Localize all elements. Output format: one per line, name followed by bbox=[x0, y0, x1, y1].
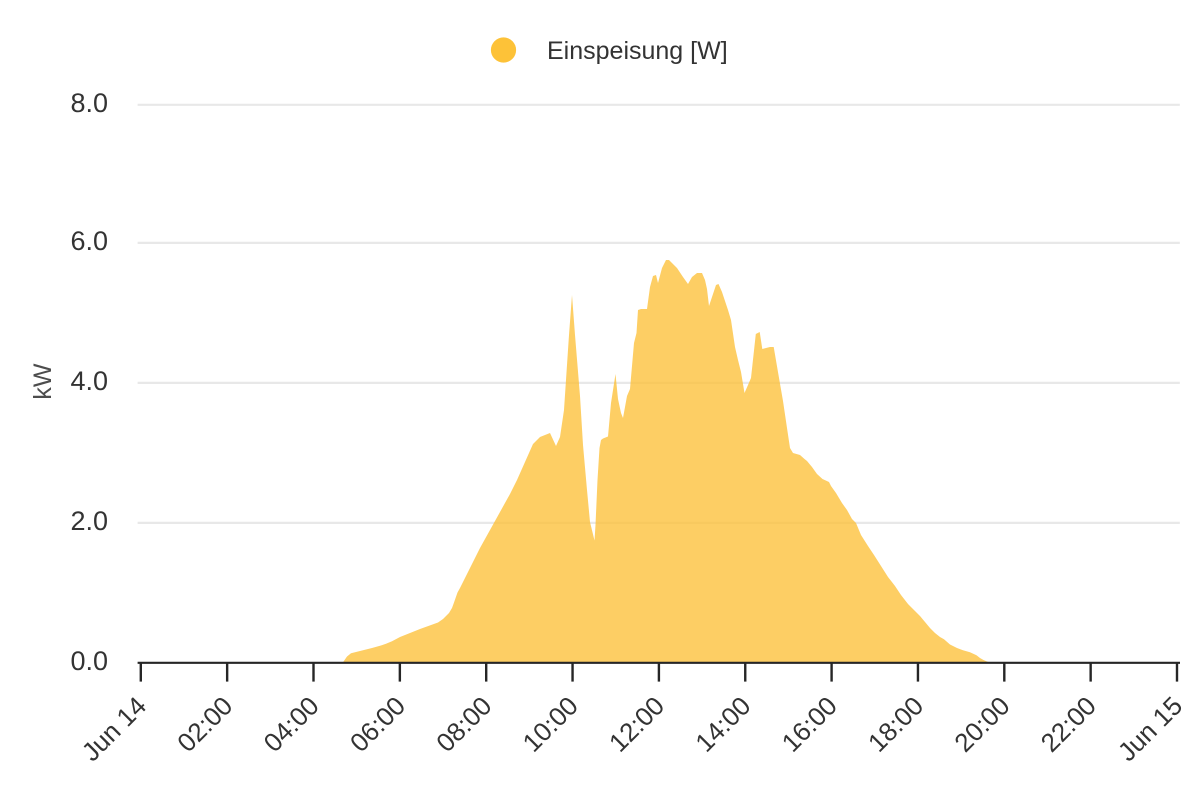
svg-text:10:00: 10:00 bbox=[517, 691, 584, 758]
svg-text:kW: kW bbox=[29, 363, 57, 400]
svg-text:04:00: 04:00 bbox=[258, 691, 325, 758]
svg-text:16:00: 16:00 bbox=[776, 691, 843, 758]
svg-text:22:00: 22:00 bbox=[1035, 691, 1102, 758]
svg-text:08:00: 08:00 bbox=[430, 691, 497, 758]
svg-text:02:00: 02:00 bbox=[171, 691, 238, 758]
svg-text:Jun 14: Jun 14 bbox=[76, 691, 152, 767]
svg-text:Jun 15: Jun 15 bbox=[1112, 691, 1188, 767]
svg-text:4.0: 4.0 bbox=[70, 366, 108, 396]
svg-text:06:00: 06:00 bbox=[344, 691, 411, 758]
svg-text:6.0: 6.0 bbox=[70, 226, 108, 256]
svg-text:14:00: 14:00 bbox=[689, 691, 756, 758]
svg-text:2.0: 2.0 bbox=[70, 506, 108, 536]
svg-text:Einspeisung [W]: Einspeisung [W] bbox=[547, 37, 728, 65]
svg-text:0.0: 0.0 bbox=[70, 646, 108, 676]
svg-text:18:00: 18:00 bbox=[862, 691, 929, 758]
svg-text:12:00: 12:00 bbox=[603, 691, 670, 758]
svg-text:8.0: 8.0 bbox=[70, 88, 108, 118]
svg-text:20:00: 20:00 bbox=[948, 691, 1015, 758]
